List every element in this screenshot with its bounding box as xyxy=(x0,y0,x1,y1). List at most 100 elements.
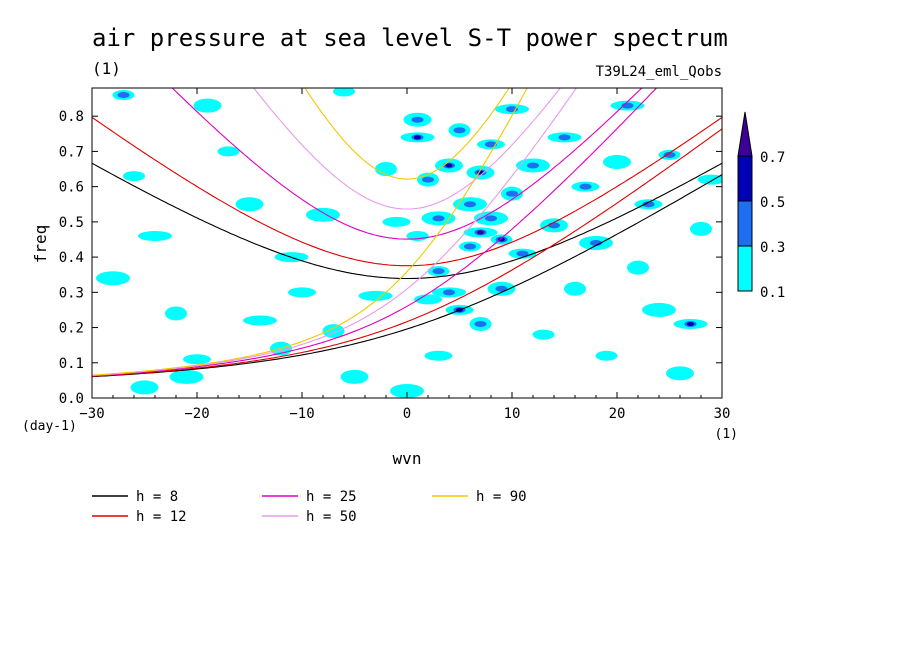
power-blob-core xyxy=(548,222,560,229)
y-axis: 0.0 0.1 0.2 0.3 0.4 0.5 0.6 0.7 0.8 xyxy=(59,109,722,407)
dispersion-curve-mrg xyxy=(92,174,722,378)
power-blob xyxy=(642,302,676,317)
power-blob-core xyxy=(464,243,476,250)
colorbar-extend xyxy=(737,111,753,157)
power-blob xyxy=(690,221,712,236)
power-blob xyxy=(627,260,649,275)
power-blob-core xyxy=(443,289,455,296)
power-blob-core xyxy=(516,250,529,257)
power-blob-core xyxy=(527,162,539,169)
dispersion-curves xyxy=(92,88,722,378)
y-tick-label: 0.4 xyxy=(59,250,84,266)
power-blob-core xyxy=(432,215,445,222)
power-blob-core xyxy=(558,134,571,141)
power-blob xyxy=(306,207,340,222)
power-blob xyxy=(123,171,145,182)
power-blob xyxy=(603,154,631,169)
power-blob-core xyxy=(642,201,655,208)
power-blob-core xyxy=(485,215,497,222)
power-blob xyxy=(235,197,264,212)
x-axis: −30 −20 −10 0 10 20 30 xyxy=(79,88,730,422)
dispersion-curve-ig xyxy=(92,116,722,267)
y-tick-label: 0.5 xyxy=(59,215,84,231)
power-blob-peak xyxy=(687,322,694,327)
dispersion-curve-mrg xyxy=(92,88,578,376)
x-axis-label: wvn xyxy=(393,449,422,468)
colorbar-label: 0.1 xyxy=(760,285,785,301)
x-tick-label: 30 xyxy=(714,406,731,422)
power-blob xyxy=(666,366,694,381)
power-blob xyxy=(595,350,618,361)
power-blob-core xyxy=(495,285,508,292)
power-contours xyxy=(96,88,722,398)
x-tick-label: −10 xyxy=(289,406,314,422)
power-blob xyxy=(340,369,369,384)
power-blob-core xyxy=(432,268,445,275)
legend-label: h = 12 xyxy=(136,509,187,525)
y-tick-label: 0.2 xyxy=(59,321,84,337)
power-blob-core xyxy=(464,201,476,208)
power-blob-core xyxy=(485,141,497,148)
power-blob xyxy=(333,88,355,97)
power-blob-core xyxy=(663,151,676,158)
power-blob xyxy=(138,230,172,241)
power-blob-peak xyxy=(414,135,421,140)
power-blob xyxy=(424,350,453,361)
power-blob xyxy=(183,354,211,365)
power-blob xyxy=(382,216,411,227)
x-tick-label: 10 xyxy=(504,406,521,422)
power-blob xyxy=(375,162,397,177)
dispersion-curve-ig xyxy=(92,162,722,280)
dispersion-curve-ig xyxy=(253,88,561,210)
legend: h = 8 h = 12 h = 25 h = 50 h = 90 xyxy=(92,489,527,525)
y-tick-label: 0.3 xyxy=(59,285,84,301)
y-tick-label: 0.7 xyxy=(59,144,84,160)
power-blob xyxy=(358,290,393,301)
power-blob xyxy=(96,271,130,286)
colorbar-label: 0.5 xyxy=(760,195,785,211)
power-blob xyxy=(217,146,240,157)
power-blob xyxy=(390,383,424,398)
subtitle-right: T39L24_eml_Qobs xyxy=(596,64,722,80)
legend-label: h = 8 xyxy=(136,489,178,505)
legend-label: h = 90 xyxy=(476,489,527,505)
x-tick-label: 20 xyxy=(609,406,626,422)
title-unit: (1) xyxy=(92,59,121,78)
colorbar-label: 0.7 xyxy=(760,150,785,166)
colorbar-segment xyxy=(737,245,753,292)
y-tick-label: 0.0 xyxy=(59,391,84,407)
power-blob xyxy=(130,380,159,395)
power-blob xyxy=(193,98,222,113)
y-tick-label: 0.1 xyxy=(59,356,84,372)
dispersion-curve-mrg xyxy=(92,88,528,376)
y-tick-label: 0.6 xyxy=(59,180,84,196)
colorbar-label: 0.3 xyxy=(760,240,785,256)
dispersion-curve-mrg xyxy=(92,88,658,377)
legend-label: h = 50 xyxy=(306,509,357,525)
power-blob-peak xyxy=(477,230,484,235)
y-axis-label: freq xyxy=(31,225,50,264)
power-blob-core xyxy=(474,321,487,328)
power-blob-core xyxy=(117,92,130,99)
power-blob-core xyxy=(579,183,592,190)
colorbar: 0.7 0.5 0.3 0.1 xyxy=(737,111,785,301)
power-blob xyxy=(697,174,722,185)
power-blob xyxy=(414,294,442,305)
x-tick-label: 0 xyxy=(403,406,411,422)
dispersion-curve-ig xyxy=(171,88,643,240)
power-blob xyxy=(564,281,586,296)
power-blob xyxy=(165,306,187,321)
power-blob xyxy=(169,369,204,384)
power-blob xyxy=(322,324,345,339)
power-blob-peak xyxy=(498,237,505,242)
power-blob xyxy=(243,315,277,326)
power-blob-core xyxy=(422,176,434,183)
power-blob-core xyxy=(411,116,424,123)
power-blob xyxy=(288,287,316,298)
power-blob-core xyxy=(506,190,518,197)
power-blob-core xyxy=(453,127,466,134)
chart-title: air pressure at sea level S-T power spec… xyxy=(92,24,728,52)
legend-label: h = 25 xyxy=(306,489,357,505)
